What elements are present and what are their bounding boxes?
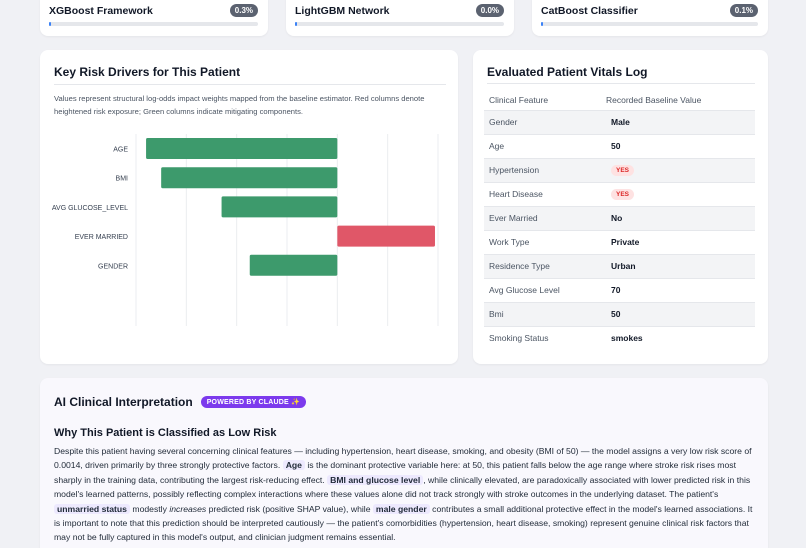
ai-text-segment: modestly xyxy=(132,503,167,514)
vitals-feature-cell: Gender xyxy=(484,109,606,134)
bar-avg-glucose-level xyxy=(221,196,338,218)
vitals-value-cell: 70 xyxy=(606,277,755,302)
vitals-feature-cell: Ever Married xyxy=(484,205,606,230)
risk-drivers-card: Key Risk Drivers for This Patient Values… xyxy=(40,50,458,364)
vitals-value-cell: smokes xyxy=(606,325,755,350)
vitals-feature-cell: Avg Glucose Level xyxy=(484,277,606,302)
ai-explanation: Despite this patient having several conc… xyxy=(54,444,756,545)
ai-text-segment: predicted risk (positive SHAP value), wh… xyxy=(208,503,371,514)
vitals-card: Evaluated Patient Vitals Log Clinical Fe… xyxy=(473,50,768,364)
vitals-value-cell: Private xyxy=(606,229,755,254)
powered-by-claude-badge: POWERED BY CLAUDE ✨ xyxy=(200,396,306,408)
model-probability-badge: 0.3% xyxy=(229,4,258,17)
vitals-row: Heart Disease YES xyxy=(484,181,755,206)
ai-text-segment: Despite this patient having several conc… xyxy=(54,446,752,471)
column-header-feature: Clinical Feature xyxy=(489,95,549,106)
highlight-bmi-glucose: BMI and glucose level xyxy=(327,474,424,485)
model-probability-bar xyxy=(541,22,758,26)
vitals-header-row: Clinical Feature Recorded Baseline Value xyxy=(484,91,755,110)
vitals-value-cell: YES xyxy=(606,157,755,182)
y-category-label: GENDER xyxy=(98,263,128,270)
ai-header: AI Clinical Interpretation POWERED BY CLA… xyxy=(54,393,306,411)
vitals-row: Ever Married No xyxy=(484,205,755,230)
highlight-age: Age xyxy=(282,460,305,471)
model-name: LightGBM Network xyxy=(295,4,390,17)
vitals-feature-cell: Bmi xyxy=(484,301,606,326)
vitals-row: Work Type Private xyxy=(484,229,755,254)
column-header-value: Recorded Baseline Value xyxy=(606,95,702,106)
model-probability-badge: 0.1% xyxy=(729,4,758,17)
vitals-row: Age 50 xyxy=(484,133,755,158)
model-probability-bar xyxy=(295,22,504,26)
bar-gender xyxy=(249,254,338,276)
y-category-label: EVER MARRIED xyxy=(75,234,128,241)
vitals-row: Avg Glucose Level 70 xyxy=(484,277,755,302)
vitals-value-cell: 50 xyxy=(606,301,755,326)
model-probability-bar xyxy=(49,22,258,26)
model-probability-badge: 0.0% xyxy=(475,4,504,17)
vitals-feature-cell: Residence Type xyxy=(484,253,606,278)
ai-text-segment: , while clinically elevated, are paradox… xyxy=(54,474,751,500)
ai-title: AI Clinical Interpretation xyxy=(54,395,193,409)
ai-text-emphasis: increases xyxy=(169,503,207,514)
y-category-label: AVG GLUCOSE_LEVEL xyxy=(52,205,128,212)
vitals-feature-cell: Hypertension xyxy=(484,157,606,182)
y-category-label: BMI xyxy=(116,176,129,183)
vitals-value-cell: Male xyxy=(606,109,755,134)
ai-text-segment: contributes a small additional protectiv… xyxy=(54,503,753,543)
vitals-title: Evaluated Patient Vitals Log xyxy=(487,65,648,79)
model-name: CatBoost Classifier xyxy=(541,4,638,17)
model-card-lightgbm: LightGBM Network 0.0% xyxy=(286,0,514,36)
vitals-row: Smoking Status smokes xyxy=(484,325,755,350)
vitals-divider xyxy=(487,83,755,84)
model-probability-fill xyxy=(49,22,52,26)
vitals-value-cell: YES xyxy=(606,181,755,206)
model-card-xgboost: XGBoost Framework 0.3% xyxy=(40,0,268,36)
vitals-row: Bmi 50 xyxy=(484,301,755,326)
model-name: XGBoost Framework xyxy=(49,4,153,17)
risk-drivers-chart: -2.0-1.5-1.0-0.500.51.0AGEBMIAVG GLUCOSE… xyxy=(52,134,439,326)
vitals-value-cell: No xyxy=(606,205,755,230)
ai-text-segment: is the dominant protective variable here… xyxy=(54,460,736,485)
bar-age xyxy=(146,138,338,159)
vitals-row: Residence Type Urban xyxy=(484,253,755,278)
yes-badge: YES xyxy=(611,165,635,176)
risk-drivers-description: Values represent structural log-odds imp… xyxy=(54,94,425,116)
bar-ever-married xyxy=(337,225,435,247)
vitals-feature-cell: Age xyxy=(484,133,606,158)
risk-drivers-title: Key Risk Drivers for This Patient xyxy=(54,65,241,79)
vitals-row: Gender Male xyxy=(484,109,755,134)
highlight-male-gender: male gender xyxy=(372,503,430,514)
y-category-label: AGE xyxy=(113,147,128,154)
bar-bmi xyxy=(161,167,338,189)
yes-badge: YES xyxy=(611,189,635,200)
vitals-row: Hypertension YES xyxy=(484,157,755,182)
vitals-value-cell: 50 xyxy=(606,133,755,158)
vitals-value-cell: Urban xyxy=(606,253,755,278)
vitals-feature-cell: Smoking Status xyxy=(484,325,606,350)
vitals-feature-cell: Work Type xyxy=(484,229,606,254)
vitals-feature-cell: Heart Disease xyxy=(484,181,606,206)
ai-interpretation-card: AI Clinical Interpretation POWERED BY CLA… xyxy=(40,378,768,548)
model-probability-fill xyxy=(295,22,298,26)
model-card-catboost: CatBoost Classifier 0.1% xyxy=(532,0,768,36)
highlight-unmarried-status: unmarried status xyxy=(54,503,130,514)
vitals-table: Clinical Feature Recorded Baseline Value… xyxy=(484,91,755,350)
risk-drivers-divider xyxy=(54,84,446,85)
model-probability-fill xyxy=(541,22,544,26)
ai-subtitle: Why This Patient is Classified as Low Ri… xyxy=(54,427,277,439)
